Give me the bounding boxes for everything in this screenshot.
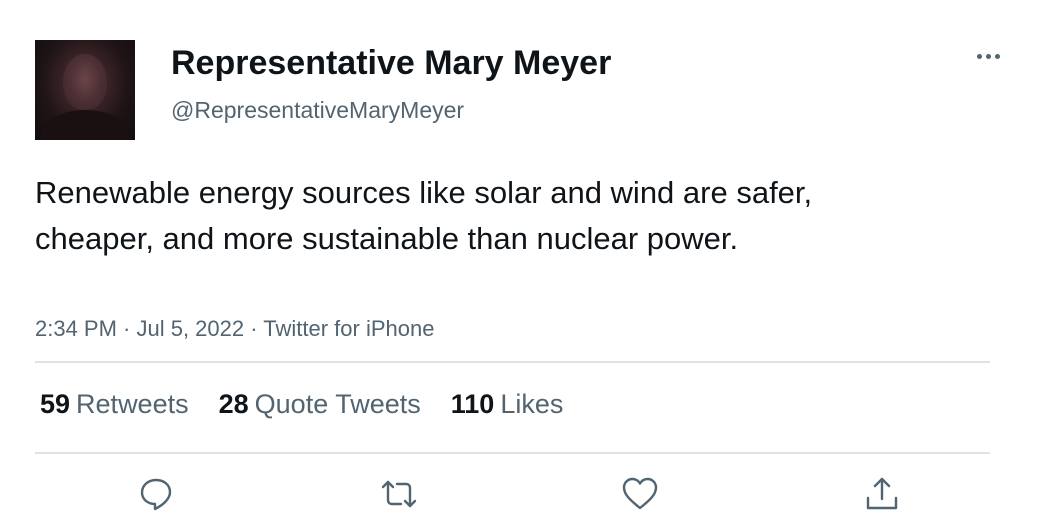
likes-stat[interactable]: 110 Likes — [451, 386, 564, 422]
share-icon[interactable] — [862, 474, 902, 514]
tweet-timestamp[interactable]: 2:34 PM · Jul 5, 2022 · Twitter for iPho… — [35, 316, 435, 341]
likes-count: 110 — [450, 389, 495, 419]
more-dot — [985, 53, 991, 59]
avatar-shoulders — [41, 110, 129, 140]
quote-tweets-stat[interactable]: 28 Quote Tweets — [219, 386, 421, 422]
user-handle[interactable]: @RepresentativeMaryMeyer — [171, 97, 465, 123]
retweets-stat[interactable]: 59 Retweets — [40, 386, 189, 422]
avatar[interactable] — [35, 40, 135, 140]
like-icon[interactable] — [620, 474, 660, 514]
quote-tweets-count: 28 — [218, 389, 249, 419]
divider — [35, 452, 990, 454]
reply-icon[interactable] — [136, 474, 176, 514]
more-dot — [976, 53, 982, 59]
display-name[interactable]: Representative Mary Meyer — [171, 44, 612, 82]
quote-tweets-label: Quote Tweets — [254, 389, 421, 419]
likes-label: Likes — [500, 389, 564, 419]
avatar-face — [63, 54, 107, 110]
retweets-label: Retweets — [76, 389, 189, 419]
tweet-text: Renewable energy sources like solar and … — [35, 175, 813, 256]
retweets-count: 59 — [40, 389, 71, 419]
retweet-icon[interactable] — [379, 474, 419, 514]
more-options-icon[interactable] — [970, 44, 1006, 68]
divider — [35, 361, 990, 363]
more-dot — [994, 53, 1000, 59]
tweet-stats: 59 Retweets 28 Quote Tweets 110 Likes — [40, 386, 563, 422]
